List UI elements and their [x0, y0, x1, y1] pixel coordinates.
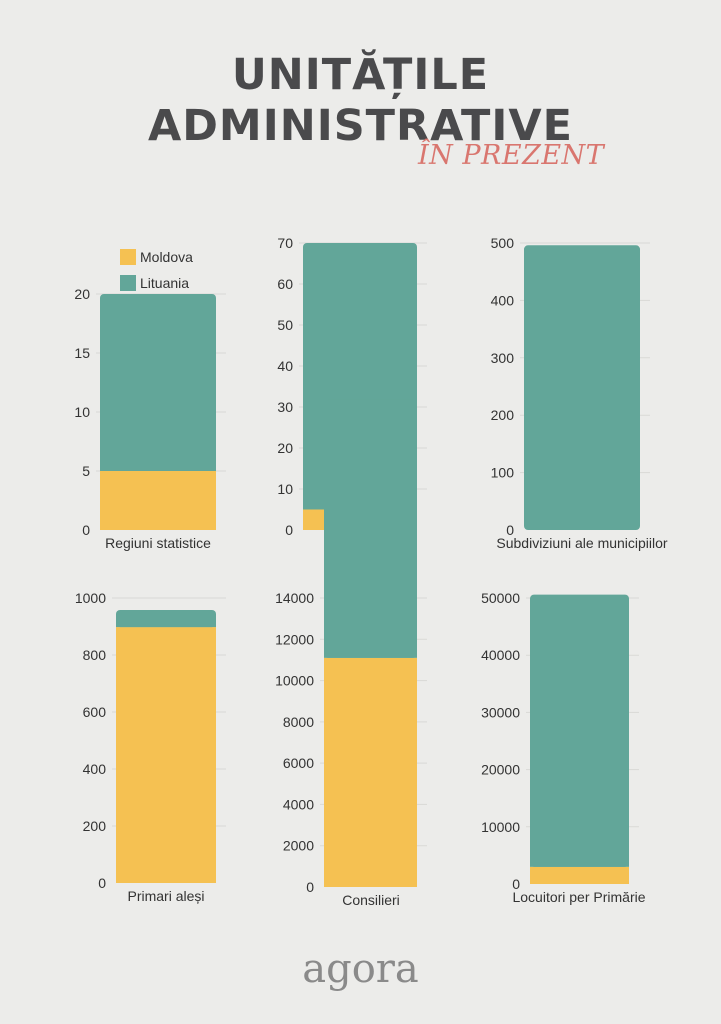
y-tick-label: 0 — [82, 522, 90, 538]
category-label: Subdiviziuni ale municipiilor — [496, 535, 668, 551]
y-tick-label: 500 — [491, 235, 515, 251]
category-label: Consilieri — [342, 892, 400, 908]
y-tick-label: 10 — [277, 481, 293, 497]
bar-lituania — [524, 245, 640, 530]
y-tick-label: 30000 — [481, 704, 520, 720]
y-tick-label: 10000 — [275, 673, 314, 689]
bar-lituania — [324, 399, 417, 658]
legend-swatch-lituania — [120, 275, 136, 291]
title-line-1: UNITĂȚILE — [231, 50, 490, 100]
y-tick-label: 10 — [74, 404, 90, 420]
y-tick-label: 300 — [491, 350, 515, 366]
title-subtitle: ÎN PREZENT — [418, 140, 605, 171]
y-tick-label: 20 — [74, 286, 90, 302]
title-line-2: ADMINISTRATIVE — [147, 101, 574, 151]
y-tick-label: 8000 — [283, 714, 314, 730]
y-tick-label: 400 — [83, 761, 107, 777]
legend-item-lituania: Lituania — [120, 270, 193, 296]
y-tick-label: 20000 — [481, 762, 520, 778]
y-tick-label: 20 — [277, 440, 293, 456]
y-tick-label: 600 — [83, 704, 107, 720]
y-tick-label: 50 — [277, 317, 293, 333]
y-tick-label: 40000 — [481, 647, 520, 663]
category-label: Regiuni statistice — [105, 535, 211, 551]
category-label: Primari aleși — [127, 888, 204, 904]
y-tick-label: 2000 — [283, 838, 314, 854]
category-label: Locuitori per Primărie — [512, 889, 645, 905]
bar-lituania — [116, 609, 216, 628]
bar-lituania-base — [100, 467, 216, 471]
y-tick-label: 30 — [277, 399, 293, 415]
chart-6: 0 10000 20000 30000 40000 50000 Locuitori per … — [481, 590, 646, 905]
y-tick-label: 0 — [98, 875, 106, 891]
y-tick-label: 0 — [512, 876, 520, 892]
legend-item-moldova: Moldova — [120, 244, 193, 270]
chart-4: 0 200 400 600 800 1000 Primari aleși — [75, 590, 226, 904]
bar-lituania-base — [530, 862, 629, 867]
y-tick-label: 1000 — [75, 590, 106, 606]
y-tick-label: 0 — [306, 879, 314, 895]
bar-moldova — [530, 866, 629, 884]
y-tick-label: 10000 — [481, 819, 520, 835]
bar-lituania-base — [116, 623, 216, 628]
chart-3: 0 100 200 300 400 500 Subdiviziuni ale municip… — [491, 235, 668, 551]
legend-label-lituania: Lituania — [140, 275, 190, 291]
y-tick-label: 5 — [82, 463, 90, 479]
y-tick-label: 14000 — [275, 590, 314, 606]
bar-lituania-base — [324, 653, 417, 658]
y-tick-label: 15 — [74, 345, 90, 361]
y-tick-label: 60 — [277, 276, 293, 292]
y-tick-label: 0 — [506, 522, 514, 538]
y-tick-label: 200 — [83, 818, 107, 834]
bar-moldova — [116, 627, 216, 883]
legend-swatch-moldova — [120, 249, 136, 265]
y-tick-label: 400 — [491, 292, 515, 308]
y-tick-label: 40 — [277, 358, 293, 374]
bar-moldova — [100, 471, 216, 530]
chart-5: 0 2000 4000 6000 8000 10000 12000 14000 Consilie… — [275, 399, 427, 908]
y-tick-label: 4000 — [283, 796, 314, 812]
bar-moldova — [324, 657, 417, 887]
agora-logo: agora — [302, 946, 419, 992]
y-tick-label: 12000 — [275, 631, 314, 647]
legend-label-moldova: Moldova — [140, 249, 193, 265]
y-tick-label: 100 — [491, 465, 515, 481]
y-tick-label: 6000 — [283, 755, 314, 771]
y-tick-label: 800 — [83, 647, 107, 663]
y-tick-label: 200 — [491, 407, 515, 423]
chart-1: 0 5 10 15 20 Regiuni statistice — [74, 286, 226, 551]
y-tick-label: 0 — [285, 522, 293, 538]
bar-lituania — [530, 594, 629, 867]
y-tick-label: 70 — [277, 235, 293, 251]
y-tick-label: 50000 — [481, 590, 520, 606]
chart-legend: Moldova Lituania — [120, 244, 193, 296]
bar-lituania — [100, 294, 216, 471]
